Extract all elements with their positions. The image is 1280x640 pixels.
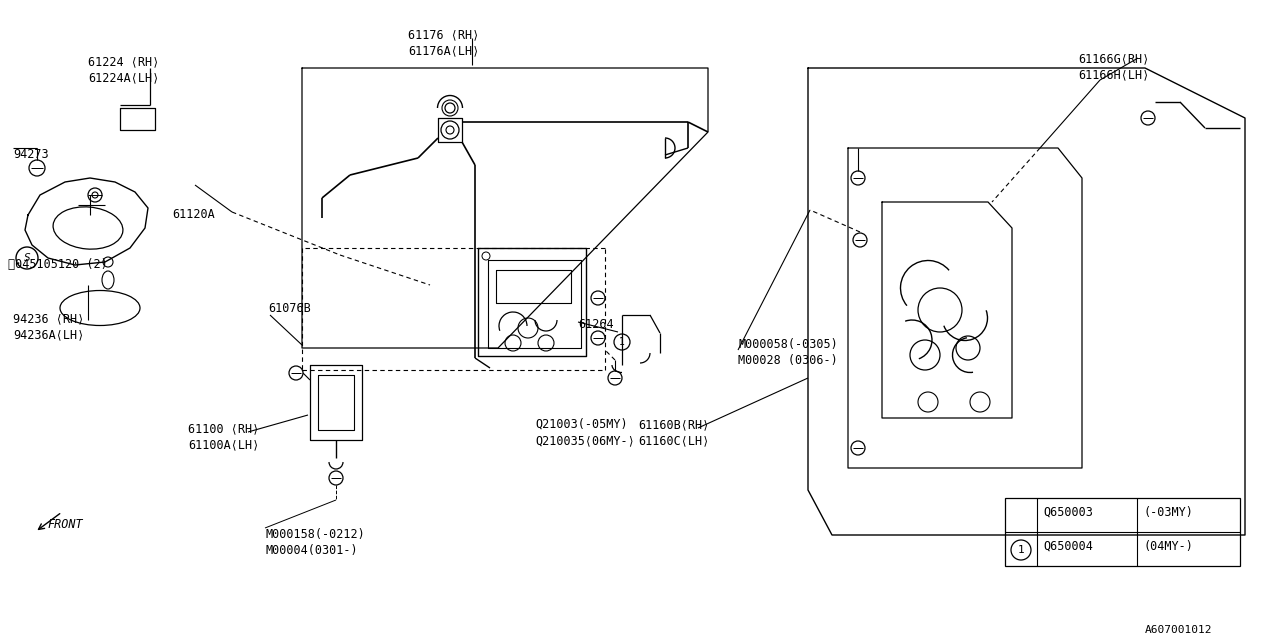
Text: 61160B⟨RH⟩
61160C⟨LH⟩: 61160B⟨RH⟩ 61160C⟨LH⟩	[637, 418, 709, 447]
Text: (04MY-): (04MY-)	[1143, 540, 1193, 553]
Text: 61224 ⟨RH⟩
61224A⟨LH⟩: 61224 ⟨RH⟩ 61224A⟨LH⟩	[88, 55, 159, 84]
Text: A607001012: A607001012	[1146, 625, 1212, 635]
Text: 61166G⟨RH⟩
61166H⟨LH⟩: 61166G⟨RH⟩ 61166H⟨LH⟩	[1078, 52, 1149, 81]
Text: 94236 ⟨RH⟩
94236A⟨LH⟩: 94236 ⟨RH⟩ 94236A⟨LH⟩	[13, 312, 84, 341]
Text: Q650004: Q650004	[1043, 540, 1093, 553]
Text: (-03MY): (-03MY)	[1143, 506, 1193, 519]
Text: 1: 1	[620, 337, 625, 347]
Text: 61120A: 61120A	[172, 208, 215, 221]
Text: 1: 1	[1018, 545, 1024, 555]
Text: 94273: 94273	[13, 148, 49, 161]
Text: S: S	[23, 253, 31, 263]
Text: M000158(-0212)
M00004(0301-): M000158(-0212) M00004(0301-)	[265, 528, 365, 557]
Text: FRONT: FRONT	[47, 518, 83, 531]
Text: Q650003: Q650003	[1043, 506, 1093, 519]
Text: 61176 ⟨RH⟩
61176A⟨LH⟩: 61176 ⟨RH⟩ 61176A⟨LH⟩	[408, 28, 479, 57]
Bar	[1005, 498, 1240, 566]
Text: M000058(-0305)
M00028 (0306-): M000058(-0305) M00028 (0306-)	[739, 338, 837, 367]
Text: Q21003(-05MY)
Q210035⟨06MY-⟩: Q21003(-05MY) Q210035⟨06MY-⟩	[535, 418, 635, 447]
Text: Ⓢ045105120 (2): Ⓢ045105120 (2)	[8, 258, 108, 271]
Text: 61264: 61264	[579, 318, 613, 331]
Text: 61100 ⟨RH⟩
61100A⟨LH⟩: 61100 ⟨RH⟩ 61100A⟨LH⟩	[188, 422, 260, 451]
Text: 61076B: 61076B	[268, 302, 311, 315]
